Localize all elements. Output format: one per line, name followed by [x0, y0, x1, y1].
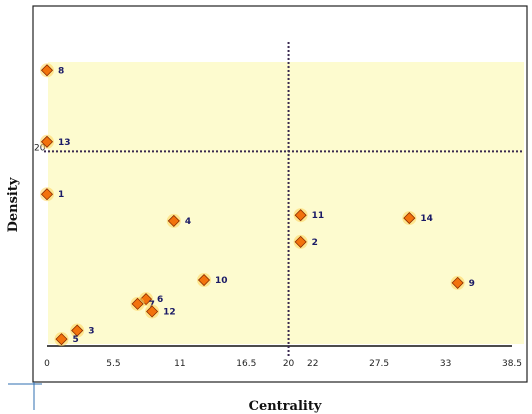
- data-point-marker: [40, 188, 54, 201]
- data-point: 8: [40, 63, 64, 78]
- x-tick-label: 22: [307, 359, 318, 369]
- data-point: 4: [166, 213, 191, 228]
- data-point: 1: [40, 187, 64, 202]
- horizontal-reference-label: 20: [34, 143, 46, 153]
- data-point-label: 12: [163, 307, 176, 317]
- x-axis-title: Centrality: [249, 399, 322, 414]
- data-point: 3: [70, 323, 94, 338]
- y-axis-title: Density: [6, 177, 21, 232]
- data-point-label: 6: [157, 295, 163, 305]
- data-point: 13: [40, 134, 71, 149]
- x-tick-label: 27.5: [369, 359, 389, 369]
- data-point-label: 4: [185, 217, 191, 227]
- data-point-label: 11: [312, 211, 325, 221]
- x-tick-label: 33: [440, 359, 451, 369]
- data-point: 9: [450, 275, 475, 290]
- data-point-label: 9: [469, 279, 475, 289]
- data-point: 12: [145, 304, 176, 319]
- data-point-marker: [167, 214, 180, 227]
- data-point: 14: [402, 211, 433, 226]
- data-point-label: 10: [215, 276, 228, 286]
- x-tick-label: 11: [174, 359, 185, 369]
- x-tick-label: 20: [283, 359, 295, 369]
- x-tick-label: 38.5: [502, 359, 522, 369]
- data-point-marker: [40, 135, 54, 148]
- data-point-label: 14: [420, 214, 433, 224]
- data-point-marker: [451, 276, 464, 289]
- data-point-label: 1: [58, 190, 64, 200]
- data-point: 10: [197, 273, 228, 288]
- data-point-marker: [40, 64, 54, 77]
- data-point-label: 2: [312, 238, 318, 248]
- plot-area: [48, 62, 524, 344]
- data-point-marker: [131, 297, 144, 310]
- data-point-marker: [403, 212, 416, 225]
- x-tick-labels: 0 5.5 11 16.5 20 22 27.5 33 38.5: [44, 359, 522, 369]
- data-point-label: 5: [72, 335, 78, 345]
- data-point-marker: [294, 235, 307, 248]
- data-point: 11: [293, 208, 325, 223]
- x-tick-label: 16.5: [236, 359, 256, 369]
- data-point-marker: [197, 273, 211, 287]
- data-point-label: 13: [58, 138, 71, 148]
- data-point: 5: [54, 332, 79, 347]
- x-tick-label: 5.5: [106, 359, 120, 369]
- data-point: 2: [293, 234, 318, 249]
- data-point-label: 8: [58, 66, 64, 76]
- data-point-label: 3: [88, 327, 94, 337]
- data-points: 8131411214109671235: [40, 63, 475, 347]
- x-tick-label: 0: [44, 359, 50, 369]
- data-point-marker: [294, 209, 307, 222]
- data-point-marker: [71, 324, 84, 337]
- data-point-marker: [55, 333, 68, 346]
- data-point-marker: [146, 305, 159, 318]
